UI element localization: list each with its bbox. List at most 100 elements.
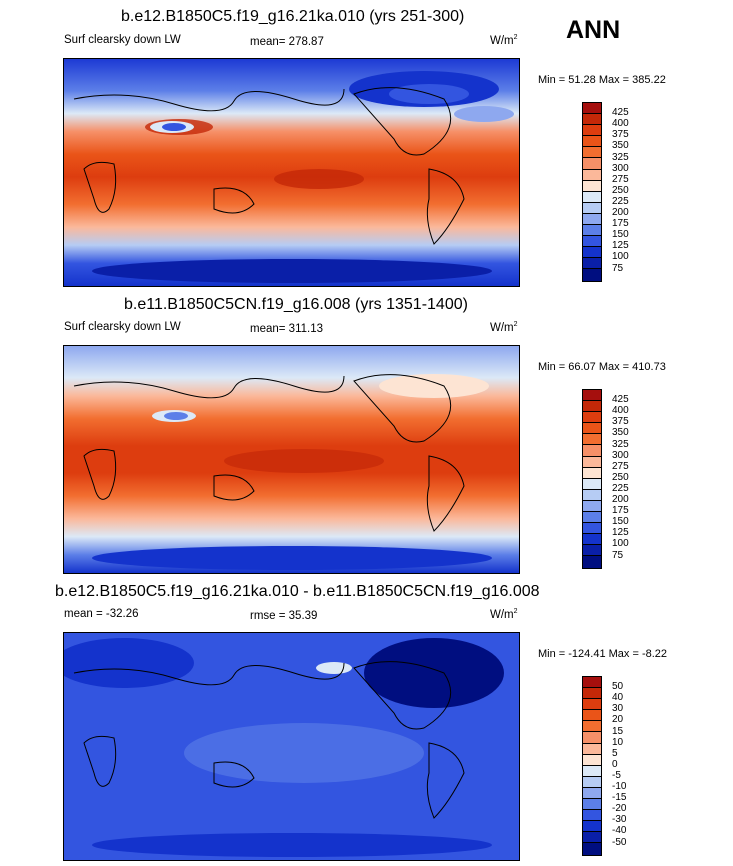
colorbar-swatch	[583, 534, 601, 546]
colorbar-label: 200	[612, 207, 629, 218]
colorbar-swatch	[583, 412, 601, 424]
colorbar-label: 250	[612, 184, 629, 196]
colorbar-label: 250	[612, 471, 629, 483]
colorbar-label: 0	[612, 758, 618, 770]
colorbar-swatch	[583, 523, 601, 535]
colorbar-label: 375	[612, 129, 629, 141]
colorbar-label: 400	[612, 118, 629, 130]
colorbar-swatch	[583, 765, 601, 777]
colorbar-label: 275	[612, 460, 629, 472]
colorbar-label: 5	[612, 747, 618, 759]
colorbar-swatch	[583, 247, 601, 259]
colorbar-swatch	[583, 114, 601, 126]
colorbar-swatch	[583, 677, 601, 689]
colorbar-label: 20	[612, 714, 624, 726]
colorbar-swatch	[583, 269, 601, 281]
panel2-title: b.e11.B1850C5CN.f19_g16.008 (yrs 1351-14…	[124, 296, 468, 313]
colorbar-label: 300	[612, 449, 629, 461]
colorbar-label: 200	[612, 494, 629, 505]
colorbar-swatch	[583, 699, 601, 711]
colorbar-swatch	[583, 191, 601, 203]
season-label: ANN	[566, 16, 621, 44]
colorbar-swatch	[583, 776, 601, 788]
colorbar-label: -30	[612, 814, 627, 826]
colorbar-swatch	[583, 478, 601, 490]
colorbar-label: 125	[612, 527, 629, 539]
panel1-map-image	[64, 59, 519, 286]
panel3-mean: mean = -32.26	[64, 608, 139, 620]
colorbar-label: 50	[612, 681, 624, 693]
panel1-mean: mean= 278.87	[250, 36, 324, 48]
colorbar-label: 75	[612, 549, 624, 561]
colorbar-swatch	[583, 125, 601, 137]
colorbar-swatch	[583, 821, 601, 833]
colorbar-label: 150	[612, 516, 629, 528]
colorbar-label: -50	[612, 836, 627, 848]
panel3-map-image	[64, 633, 519, 860]
colorbar-swatch	[583, 401, 601, 413]
colorbar-label: 100	[612, 251, 629, 263]
colorbar-swatch	[583, 467, 601, 479]
panel1-minmax: Min = 51.28 Max = 385.22	[538, 74, 666, 86]
colorbar-label: -40	[612, 825, 627, 837]
colorbar-swatch	[583, 136, 601, 148]
colorbar-swatch	[583, 147, 601, 159]
colorbar-label: 40	[612, 692, 624, 704]
colorbar-label: -10	[612, 781, 627, 792]
colorbar-swatch	[583, 688, 601, 700]
colorbar-label: 325	[612, 438, 629, 450]
colorbar-swatch	[583, 500, 601, 513]
colorbar-swatch	[583, 512, 601, 524]
colorbar-label: 175	[612, 505, 629, 517]
colorbar-swatch	[583, 489, 601, 501]
colorbar-label: -20	[612, 803, 627, 815]
panel2-units: W/m2	[490, 321, 518, 334]
colorbar-swatch	[583, 258, 601, 270]
colorbar-label: 350	[612, 427, 629, 439]
colorbar-label: -5	[612, 769, 621, 781]
colorbar-label: 325	[612, 151, 629, 163]
panel2-minmax: Min = 66.07 Max = 410.73	[538, 361, 666, 373]
colorbar-label: 125	[612, 240, 629, 252]
colorbar-label: 175	[612, 218, 629, 230]
colorbar-swatch	[583, 545, 601, 557]
colorbar-swatch	[583, 180, 601, 192]
colorbar-label: 30	[612, 703, 624, 715]
colorbar-swatch	[583, 832, 601, 844]
colorbar-label: 350	[612, 140, 629, 152]
colorbar-label: 425	[612, 107, 629, 119]
colorbar-swatch	[583, 556, 601, 568]
colorbar-swatch	[583, 213, 601, 226]
colorbar-label: 150	[612, 229, 629, 241]
colorbar-label: -15	[612, 792, 627, 804]
colorbar-swatch	[583, 169, 601, 181]
colorbar-swatch	[583, 710, 601, 722]
colorbar-swatch	[583, 236, 601, 248]
colorbar-swatch	[583, 843, 601, 855]
panel2-variable: Surf clearsky down LW	[64, 321, 181, 333]
colorbar-label: 15	[612, 725, 624, 737]
colorbar-swatch	[583, 456, 601, 468]
colorbar-swatch	[583, 390, 601, 402]
panel3-rmse: rmse = 35.39	[250, 610, 318, 622]
colorbar-swatch	[583, 202, 601, 214]
colorbar-label: 425	[612, 394, 629, 406]
colorbar-swatch	[583, 445, 601, 457]
panel3-colorbar	[582, 676, 602, 856]
colorbar-label: 400	[612, 405, 629, 417]
colorbar-label: 275	[612, 173, 629, 185]
colorbar-swatch	[583, 225, 601, 237]
panel3-title: b.e12.B1850C5.f19_g16.21ka.010 - b.e11.B…	[55, 583, 540, 600]
panel3-map	[63, 632, 520, 861]
panel1-units: W/m2	[490, 34, 518, 47]
colorbar-label: 225	[612, 482, 629, 494]
colorbar-swatch	[583, 103, 601, 115]
colorbar-swatch	[583, 810, 601, 822]
panel2-mean: mean= 311.13	[250, 323, 323, 335]
panel3-units: W/m2	[490, 608, 518, 621]
colorbar-swatch	[583, 754, 601, 766]
colorbar-swatch	[583, 732, 601, 744]
colorbar-label: 300	[612, 162, 629, 174]
panel3-minmax: Min = -124.41 Max = -8.22	[538, 648, 668, 660]
colorbar-swatch	[583, 434, 601, 446]
